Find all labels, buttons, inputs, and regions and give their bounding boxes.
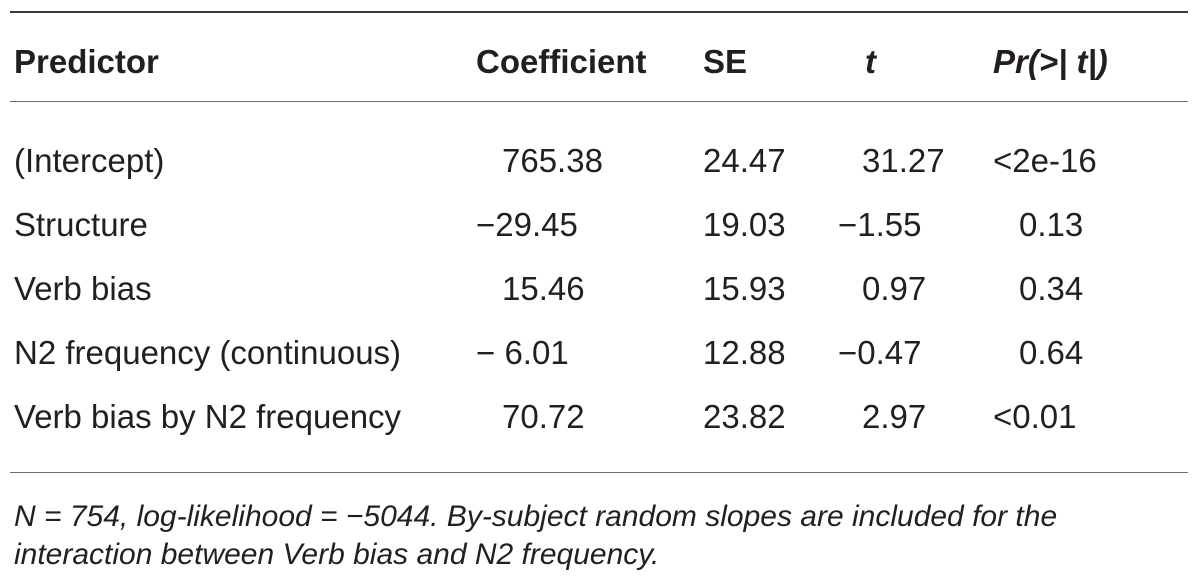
cell-coefficient: − 6.01 — [476, 334, 569, 371]
cell-predictor: Structure — [14, 206, 148, 243]
cell-t: −1.55 — [838, 206, 922, 243]
cell-coefficient: 765.38 — [502, 142, 603, 179]
cell-predictor: (Intercept) — [14, 142, 165, 179]
header-pr: Pr(>| t|) — [993, 43, 1108, 80]
table-footnote: N = 754, log-likelihood = −5044. By-subj… — [14, 498, 1194, 574]
cell-predictor: N2 frequency (continuous) — [14, 334, 402, 371]
header-predictor: Predictor — [14, 43, 159, 80]
cell-t: 0.97 — [862, 270, 927, 307]
footnote-line-2: interaction between Verb bias and N2 fre… — [14, 538, 660, 571]
cell-se: 24.47 — [703, 142, 786, 179]
cell-t: 31.27 — [862, 142, 945, 179]
table-top-rule — [10, 11, 1188, 13]
table-header-rule — [10, 101, 1188, 102]
cell-se: 19.03 — [703, 206, 786, 243]
cell-se: 23.82 — [703, 398, 786, 435]
cell-t: −0.47 — [838, 334, 922, 371]
cell-coefficient: 15.46 — [502, 270, 585, 307]
cell-predictor: Verb bias by N2 frequency — [14, 398, 402, 435]
cell-pr: 0.64 — [1019, 334, 1084, 371]
cell-t: 2.97 — [862, 398, 927, 435]
footnote-line-1: N = 754, log-likelihood = −5044. By-subj… — [14, 500, 1058, 533]
header-se: SE — [703, 43, 748, 80]
cell-pr: 0.34 — [1019, 270, 1084, 307]
table-bottom-rule — [10, 472, 1188, 473]
cell-se: 15.93 — [703, 270, 786, 307]
cell-coefficient: 70.72 — [502, 398, 585, 435]
cell-pr: <2e-16 — [993, 142, 1097, 179]
cell-se: 12.88 — [703, 334, 786, 371]
header-t: t — [865, 43, 876, 80]
cell-pr: <0.01 — [993, 398, 1077, 435]
cell-predictor: Verb bias — [14, 270, 152, 307]
cell-coefficient: −29.45 — [476, 206, 578, 243]
header-coefficient: Coefficient — [476, 43, 647, 80]
cell-pr: 0.13 — [1019, 206, 1084, 243]
